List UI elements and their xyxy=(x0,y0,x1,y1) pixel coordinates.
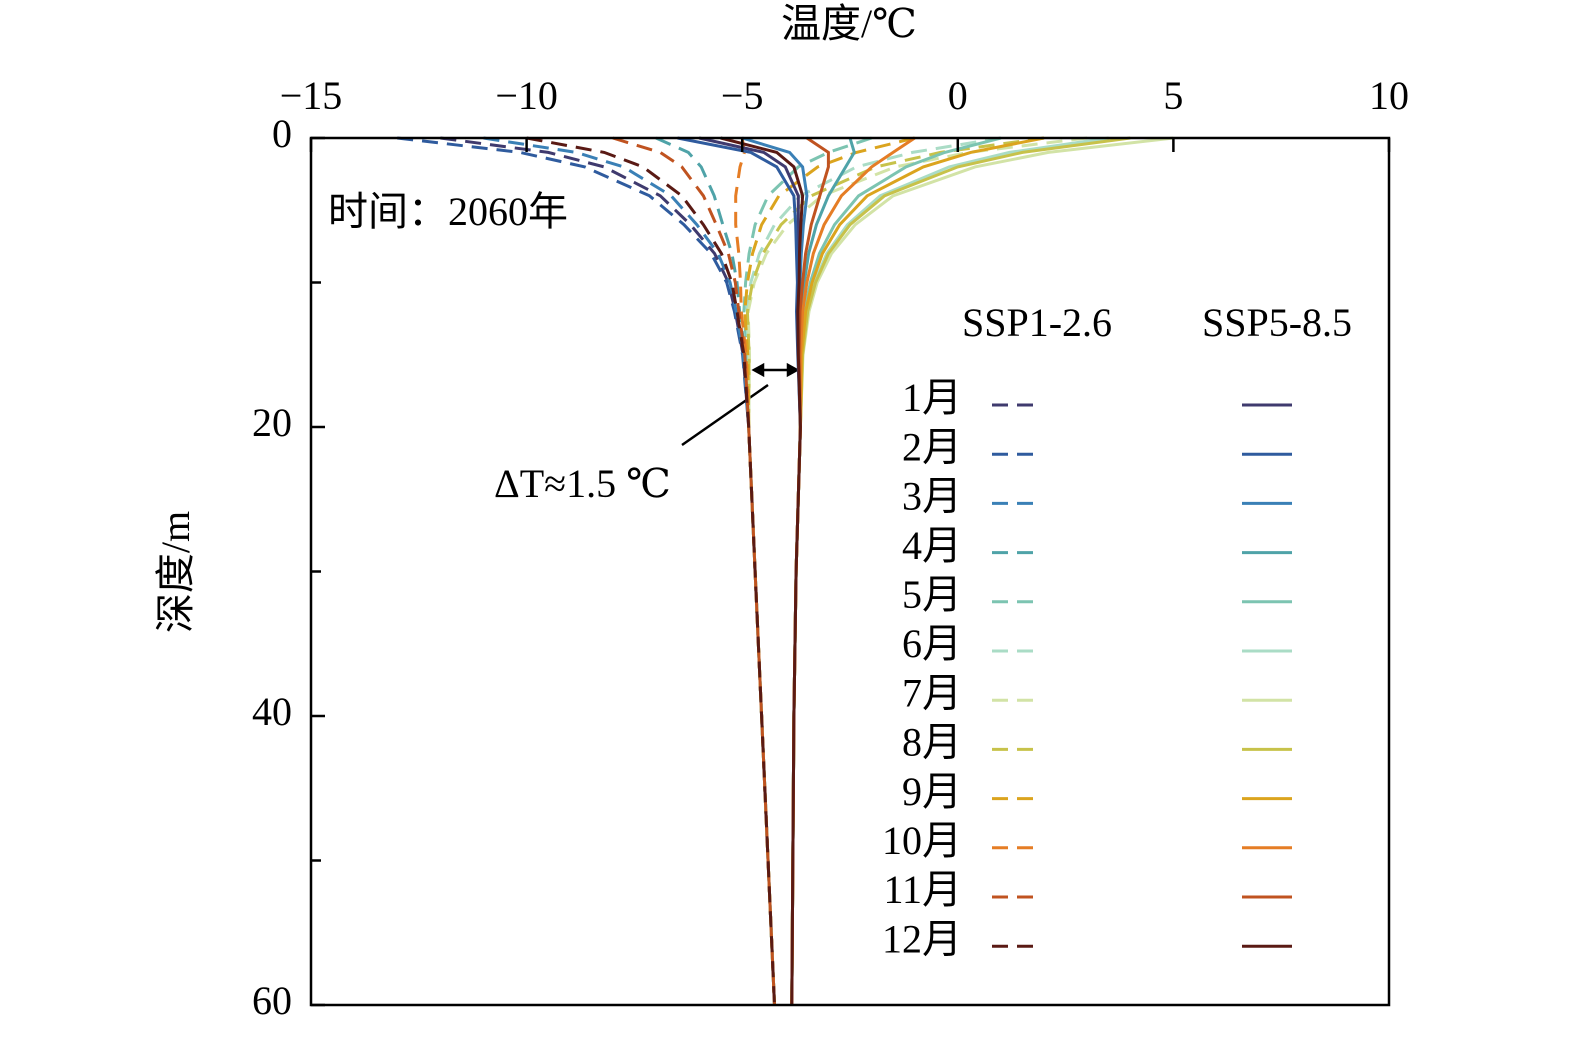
profile-line xyxy=(526,136,776,1006)
x-tick-label: 5 xyxy=(1163,73,1183,118)
x-tick-label: 0 xyxy=(948,73,968,118)
legend-label: 2月 xyxy=(902,424,962,469)
delta-arrow xyxy=(681,362,800,447)
legend-header: SSP1-2.6 xyxy=(962,300,1112,345)
profile-line xyxy=(746,136,1088,1006)
profile-line xyxy=(790,136,1174,1006)
x-tick-label: −15 xyxy=(280,73,343,118)
legend-label: 9月 xyxy=(902,769,962,814)
legend-header: SSP5-8.5 xyxy=(1202,300,1352,345)
y-axis-label: 深度/m xyxy=(153,511,198,633)
profile-line xyxy=(612,136,776,1006)
y-tick-label: 40 xyxy=(252,689,292,734)
legend-label: 11月 xyxy=(883,867,962,912)
legend-label: 1月 xyxy=(902,375,962,420)
annotation: 时间：2060年 xyxy=(328,189,568,234)
legend-label: 12月 xyxy=(882,916,962,961)
profile-line xyxy=(744,136,1002,1006)
delta-annotation: ΔT≈1.5 ℃ xyxy=(494,461,671,506)
legend-label: 8月 xyxy=(902,720,962,765)
leader-line xyxy=(681,383,769,447)
x-tick-label: 10 xyxy=(1369,73,1409,118)
x-axis-label: 温度/℃ xyxy=(781,1,917,46)
profile-line xyxy=(397,136,776,1006)
legend-label: 6月 xyxy=(902,621,962,666)
plot-lines xyxy=(397,136,1174,1006)
legend-label: 7月 xyxy=(902,670,962,715)
y-tick-label: 60 xyxy=(252,978,292,1023)
plot-frame xyxy=(309,136,1391,1007)
legend-label: 3月 xyxy=(902,474,962,519)
y-tick-label: 0 xyxy=(272,111,292,156)
x-tick-label: −5 xyxy=(721,73,764,118)
profile-line xyxy=(483,136,776,1006)
legend-label: 4月 xyxy=(902,523,962,568)
legend-label: 5月 xyxy=(902,572,962,617)
profile-line xyxy=(720,136,805,1006)
x-tick-label: −10 xyxy=(495,73,558,118)
legend-label: 10月 xyxy=(882,818,962,863)
arrow-heads xyxy=(751,362,800,378)
y-tick-label: 20 xyxy=(252,400,292,445)
